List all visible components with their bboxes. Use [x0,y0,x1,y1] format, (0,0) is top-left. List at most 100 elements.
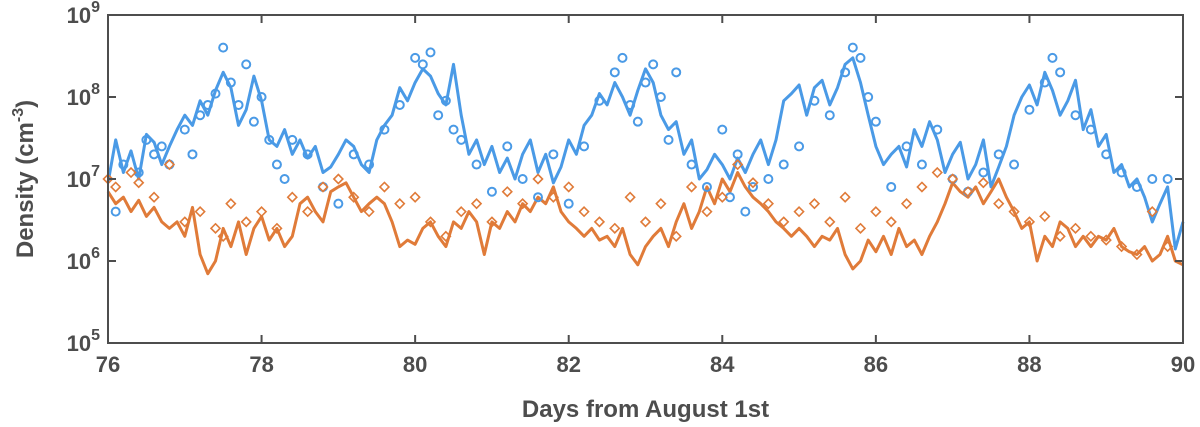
blue-circle-marker [1024,104,1035,115]
orange-diamond-marker [110,181,122,193]
orange-diamond-marker [547,191,559,203]
blue-circle-marker [210,88,221,99]
blue-circle-marker [225,77,236,88]
blue-circle-marker [1131,181,1142,192]
blue-circle-marker [279,174,290,184]
orange-diamond-marker [854,222,867,235]
y-tick-label: 108 [67,81,100,110]
blue-circle-marker [686,159,697,170]
y-tick-label: 109 [67,0,100,28]
plot-frame [107,14,1184,344]
orange-diamond-marker [1054,230,1066,242]
orange-diamond-marker [947,173,959,185]
orange-diamond-marker [716,191,728,203]
blue-circle-marker [671,67,682,78]
blue-circle-marker [548,149,559,160]
blue-circle-marker [517,174,528,184]
x-tick-label: 88 [1017,352,1041,377]
blue-circle-marker [840,67,851,78]
orange-diamond-marker [363,205,375,218]
blue-line-series [106,56,1185,251]
blue-circle-marker [417,59,428,70]
orange-diamond-marker [1100,234,1112,246]
blue-circle-marker [993,149,1004,160]
axis-ticks: 76 78 80 82 84 86 88 90 105 106 107 108 109 [67,0,1196,377]
blue-circle-marker [663,134,674,145]
orange-diamond-marker [409,191,421,203]
orange-diamond-marker [424,216,437,228]
blue-circle-marker [886,181,897,192]
blue-circle-marker [625,99,636,110]
blue-circle-marker [740,206,751,217]
blue-circle-marker [717,124,728,135]
blue-circle-marker [1162,174,1173,184]
blue-circle-marker [1055,67,1066,78]
orange-diamond-marker [685,181,698,193]
orange-diamond-marker [532,173,544,185]
blue-circle-marker [1101,149,1112,160]
y-tick-label: 105 [67,327,100,356]
orange-diamond-marker [639,216,652,228]
blue-circle-marker [594,95,605,106]
orange-diamond-marker [655,198,667,210]
orange-diamond-marker [962,186,974,198]
blue-circle-marker [732,149,743,160]
blue-circle-marker [640,77,651,88]
y-axis-label-exponent: -3 [10,108,27,122]
orange-diamond-marker [217,230,229,242]
orange-diamond-marker [133,177,145,189]
y-axis-label: Density (cm-3) [10,100,39,258]
blue-circle-marker [448,124,459,135]
orange-diamond-marker [1069,222,1082,235]
blue-circle-marker [256,92,267,102]
orange-diamond-marker [747,177,759,189]
blue-circle-marker [1047,52,1058,63]
blue-circle-marker [218,42,229,53]
blue-circle-marker [978,167,989,178]
blue-circle-marker [156,141,167,152]
blue-circle-marker [433,110,444,121]
orange-diamond-marker [470,198,483,210]
blue-circle-marker [141,134,152,145]
blue-circle-marker [248,116,259,127]
blue-circle-marker [287,134,298,145]
blue-circle-marker [333,198,344,209]
orange-line-series [106,171,1184,276]
orange-diamond-marker [440,230,452,242]
orange-diamond-marker [271,222,283,235]
blue-circle-marker [533,192,543,203]
orange-diamond-marker [900,198,913,210]
x-tick-label: 84 [710,352,735,377]
blue-circle-marker [202,99,213,110]
blue-circle-marker [701,181,712,192]
blue-circle-marker [302,149,313,160]
y-tick-label: 107 [67,163,100,192]
blue-circle-marker [425,47,436,58]
blue-circle-marker [617,52,628,63]
blue-circle-marker [748,181,758,192]
orange-diamond-marker [348,191,360,203]
orange-diamond-marker [931,166,943,179]
blue-circle-marker [1009,159,1020,170]
blue-circle-marker [1039,77,1050,88]
blue-circle-marker [1147,174,1158,184]
orange-diamond-marker [916,181,928,193]
orange-diamond-marker [1008,205,1020,218]
orange-diamond-marker [179,216,191,228]
blue-circle-marker [609,67,620,78]
blue-circle-marker [932,124,943,135]
orange-diamond-marker [209,222,222,235]
blue-circle-marker [271,159,282,170]
orange-diamond-marker [148,191,160,203]
blue-circle-marker [1116,167,1127,178]
x-tick-label: 90 [1171,352,1195,377]
blue-circle-marker [778,159,789,170]
orange-diamond-marker [762,198,774,210]
blue-circle-marker [471,159,482,170]
orange-diamond-marker [1085,230,1097,242]
orange-diamond-marker [163,158,176,171]
orange-diamond-marker [394,198,406,210]
blue-circle-marker [195,110,206,121]
orange-diamond-marker [593,216,606,228]
